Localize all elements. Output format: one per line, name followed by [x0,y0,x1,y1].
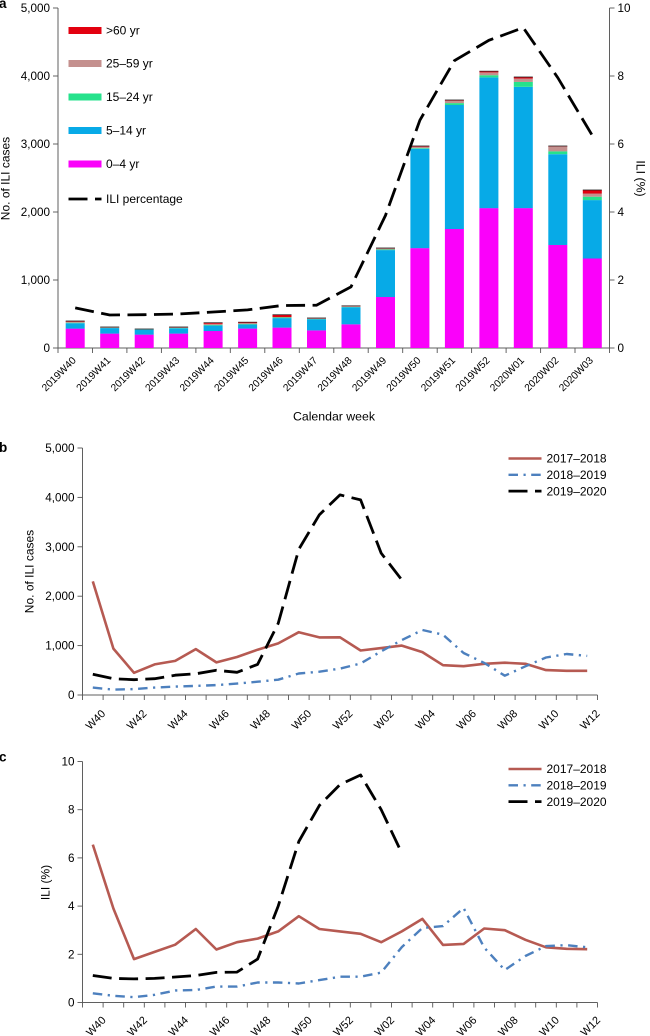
svg-text:10: 10 [618,2,632,15]
svg-text:5–14 yr: 5–14 yr [106,124,146,138]
svg-text:2: 2 [618,274,625,287]
svg-text:0: 0 [43,342,50,355]
svg-text:ILI (%): ILI (%) [634,160,648,196]
svg-text:1,000: 1,000 [21,274,51,287]
svg-text:6: 6 [68,852,75,865]
svg-text:Calendar week: Calendar week [293,410,376,424]
svg-text:15–24 yr: 15–24 yr [106,90,153,104]
svg-text:2017–2018: 2017–2018 [547,762,607,776]
svg-text:8: 8 [618,70,625,83]
svg-text:a: a [0,0,7,11]
svg-text:4: 4 [618,206,625,219]
svg-text:4: 4 [68,900,75,913]
svg-text:2019–2020: 2019–2020 [547,484,607,498]
svg-text:ILI (%): ILI (%) [39,865,53,900]
svg-text:No. of ILI cases: No. of ILI cases [0,137,13,220]
svg-text:No. of ILI cases: No. of ILI cases [23,530,37,613]
svg-text:1,000: 1,000 [45,640,75,653]
svg-text:5,000: 5,000 [21,2,51,15]
svg-text:5,000: 5,000 [45,442,75,455]
svg-text:0: 0 [618,342,625,355]
svg-text:10: 10 [61,756,75,769]
svg-text:b: b [0,440,7,455]
svg-text:2,000: 2,000 [21,206,51,219]
svg-text:6: 6 [618,138,625,151]
svg-text:0: 0 [68,997,75,1010]
svg-text:3,000: 3,000 [45,541,75,554]
svg-text:3,000: 3,000 [21,138,51,151]
svg-text:2018–2019: 2018–2019 [547,779,607,793]
svg-text:ILI percentage: ILI percentage [106,192,183,206]
svg-text:2018–2019: 2018–2019 [547,468,607,482]
svg-text:8: 8 [68,804,75,817]
svg-text:c: c [0,750,7,765]
svg-text:4,000: 4,000 [45,491,75,504]
svg-text:2: 2 [68,948,75,961]
svg-text:0: 0 [68,689,75,702]
svg-text:2019–2020: 2019–2020 [547,795,607,809]
svg-text:2,000: 2,000 [45,590,75,603]
svg-text:25–59 yr: 25–59 yr [106,57,153,71]
svg-text:0–4 yr: 0–4 yr [106,157,139,171]
svg-text:>60 yr: >60 yr [106,24,140,38]
svg-text:2017–2018: 2017–2018 [547,452,607,466]
svg-text:4,000: 4,000 [21,70,51,83]
